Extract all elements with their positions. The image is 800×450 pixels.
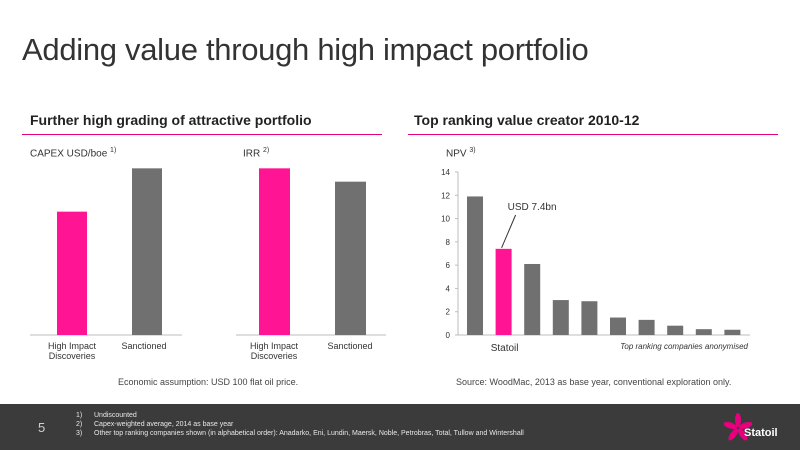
npv-label-statoil: Statoil: [491, 343, 519, 354]
irr-category-sanctioned: Sanctioned: [327, 341, 373, 351]
capex-bar-2: [132, 168, 162, 335]
npv-annotation: USD 7.4bn: [508, 202, 557, 213]
npv-tick-label-6: 6: [446, 261, 451, 270]
capex-category-high-impact: High Impact Discoveries: [47, 341, 97, 361]
npv-bar-1: [467, 196, 483, 335]
footnote-2: 2) Capex-weighted average, 2014 as base y…: [76, 421, 234, 428]
left-section-divider: [22, 134, 382, 135]
capex-axis-label: CAPEX USD/boe 1): [30, 147, 117, 160]
right-section-title: Top ranking value creator 2010-12: [414, 112, 640, 128]
economic-assumption-note: Economic assumption: USD 100 flat oil pr…: [118, 377, 299, 387]
irr-bar-2: [335, 181, 366, 335]
irr-bar-1: [259, 168, 290, 335]
npv-tick-label-0: 0: [446, 331, 451, 340]
page-number: 5: [38, 420, 46, 435]
left-section-title: Further high grading of attractive portf…: [30, 112, 312, 128]
npv-tick-label-12: 12: [441, 191, 450, 200]
npv-tick-label-8: 8: [446, 238, 451, 247]
npv-tick-label-14: 14: [441, 168, 450, 177]
npv-tick-label-4: 4: [446, 284, 451, 293]
npv-axis-label: NPV 3): [446, 147, 476, 160]
npv-tick-label-10: 10: [441, 215, 450, 224]
npv-bar-6: [610, 317, 626, 335]
npv-bar-9: [695, 329, 712, 335]
capex-category-sanctioned: Sanctioned: [121, 341, 167, 351]
irr-category-high-impact: High Impact Discoveries: [249, 341, 299, 361]
footer-bar: [0, 404, 800, 450]
irr-chart: [236, 168, 386, 336]
source-note: Source: WoodMac, 2013 as base year, conv…: [456, 377, 732, 387]
footnote-1: 1) Undiscounted: [76, 412, 137, 419]
capex-bar-1: [57, 211, 87, 335]
npv-chart: 0 2 4 6 8 10 12 14 USD 7.4bn Statoil Top ranking c…: [441, 168, 750, 354]
npv-bar-3: [524, 263, 541, 335]
capex-chart: [30, 168, 182, 336]
npv-bar-10: [724, 329, 741, 335]
npv-bar-5: [581, 301, 598, 335]
statoil-logo-text: Statoil: [744, 427, 778, 439]
npv-bar-7: [638, 319, 655, 335]
statoil-star-icon: [723, 413, 753, 441]
page-title: Adding value through high impact portfol…: [22, 32, 589, 67]
footnote-3: 3) Other top ranking companies shown (in …: [76, 430, 524, 437]
npv-bar-8: [667, 325, 684, 335]
right-section-divider: [408, 134, 778, 135]
irr-axis-label: IRR 2): [243, 147, 270, 160]
npv-tick-label-2: 2: [446, 308, 451, 317]
npv-bar-statoil: [495, 248, 512, 335]
npv-bar-4: [552, 300, 569, 335]
npv-annotation-leader: [501, 214, 517, 249]
npv-label-others: Top ranking companies anonymised: [620, 342, 748, 351]
